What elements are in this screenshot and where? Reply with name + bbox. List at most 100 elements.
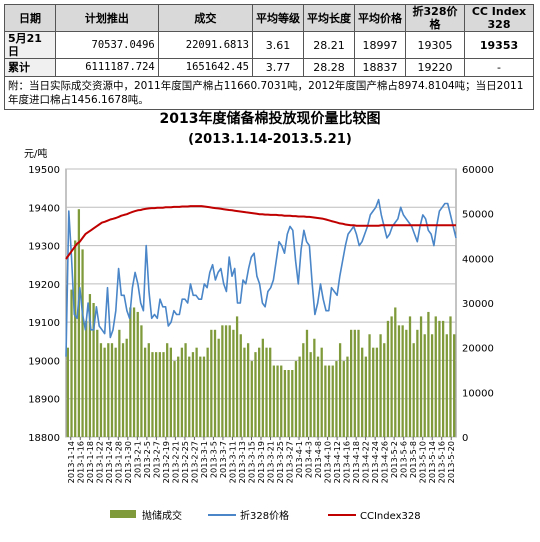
bar [320, 347, 323, 437]
bar [162, 352, 165, 437]
bar [441, 320, 445, 437]
bar [331, 365, 334, 437]
bar [427, 311, 430, 437]
bar [408, 316, 412, 437]
y-tick-left: 19100 [28, 318, 60, 329]
bar [92, 303, 95, 437]
x-tick-label: 2013-4-24 [370, 441, 380, 483]
plot-area [65, 168, 457, 438]
header-date: 日期 [3, 4, 57, 32]
y-tick-left: 19000 [28, 356, 60, 367]
bar [338, 343, 342, 437]
bar [239, 334, 242, 437]
x-tick-label: 2013-4-22 [361, 441, 371, 483]
bar [66, 347, 69, 437]
bar [383, 343, 386, 437]
bar [280, 365, 283, 437]
x-tick-label: 2013-3-5 [208, 441, 218, 478]
header-deal: 成交 [157, 4, 254, 32]
bar [453, 334, 456, 437]
bar [316, 356, 320, 437]
cell-deal: 1651642.45 [157, 58, 254, 77]
cell-price328: 19220 [405, 58, 465, 77]
bar [140, 325, 143, 437]
cell-length: 28.28 [303, 58, 355, 77]
table-note-row: 附：当日实际成交资源中，2011年度国产棉占11660.7031吨，2012年度… [4, 76, 534, 110]
y-tick-left: 19300 [28, 242, 60, 253]
cell-deal: 22091.6813 [157, 31, 254, 59]
table-header-row: 日期 计划推出 成交 平均等级 平均长度 平均价格 折328价格 CC Inde… [3, 4, 534, 32]
bar [217, 338, 220, 437]
bar [305, 329, 309, 437]
chart-title: 2013年度储备棉投放现价量比较图 [160, 110, 381, 127]
bar [342, 361, 345, 437]
x-tick-label: 2013-3-19 [256, 441, 266, 483]
y-tick-right: 30000 [462, 299, 494, 310]
legend-swatch [110, 510, 136, 518]
cell-length: 28.21 [303, 31, 355, 59]
header-price: 平均价格 [354, 4, 406, 32]
x-tick-label: 2013-4-26 [380, 441, 390, 483]
series-line [65, 198, 457, 357]
bar [151, 352, 154, 437]
bar [158, 352, 161, 437]
y-axis-left-label: 元/吨 [24, 147, 47, 160]
bar [375, 347, 379, 437]
x-tick-label: 2013-4-18 [351, 441, 361, 483]
cell-price: 18837 [354, 58, 406, 77]
cell-plan: 6111187.724 [55, 58, 159, 77]
x-tick-label: 2013-3-15 [246, 441, 256, 483]
legend: 抛储成交 折328价格 CCIndex328 [110, 509, 421, 522]
table-row: 5月21日 70537.0496 22091.6813 3.61 28.21 1… [3, 31, 534, 59]
bar [346, 356, 349, 437]
bar [327, 365, 331, 437]
bar [265, 347, 268, 437]
bar [74, 240, 77, 437]
row-label: 累计 [3, 58, 57, 77]
bar [302, 343, 305, 437]
bar [103, 347, 106, 437]
bar [379, 334, 382, 437]
x-tick-label: 2013-1-30 [123, 441, 133, 483]
cell-cc328: 19353 [464, 31, 534, 59]
stats-table: 日期 计划推出 成交 平均等级 平均长度 平均价格 折328价格 CC Inde… [3, 4, 534, 110]
bar [368, 334, 371, 437]
x-tick-label: 2013-3-27 [285, 441, 295, 483]
series-line [65, 205, 456, 260]
bar [202, 356, 206, 437]
bar [125, 338, 128, 437]
bar [96, 329, 99, 437]
bar [438, 320, 441, 437]
x-tick-label: 2013-5-6 [399, 441, 409, 478]
x-tick-label: 2013-5-2 [389, 441, 399, 478]
bar [81, 249, 84, 437]
bar [353, 329, 356, 437]
bar [188, 356, 191, 437]
header-plan: 计划推出 [55, 4, 159, 32]
bar [191, 352, 195, 437]
table-note: 附：当日实际成交资源中，2011年度国产棉占11660.7031吨，2012年度… [4, 76, 534, 110]
bar [405, 329, 408, 437]
bar [155, 352, 158, 437]
bar [445, 334, 448, 437]
bar [213, 329, 217, 437]
bar [291, 370, 294, 437]
bar [129, 307, 132, 437]
legend-label: 折328价格 [240, 509, 289, 522]
bar [136, 311, 139, 437]
bar [401, 325, 404, 437]
bar [250, 361, 253, 437]
x-tick-label: 2013-5-20 [446, 441, 456, 483]
row-label: 5月21日 [3, 31, 57, 59]
line-series [65, 198, 457, 357]
y-tick-right: 10000 [462, 388, 494, 399]
x-tick-label: 2013-3-7 [218, 441, 228, 478]
header-price328: 折328价格 [405, 4, 465, 32]
bar [180, 347, 184, 437]
x-tick-label: 2013-1-16 [75, 441, 85, 483]
bar [298, 356, 301, 437]
bar [235, 316, 239, 437]
cell-grade: 3.61 [252, 31, 304, 59]
x-tick-label: 2013-4-16 [342, 441, 352, 483]
bar [232, 329, 235, 437]
